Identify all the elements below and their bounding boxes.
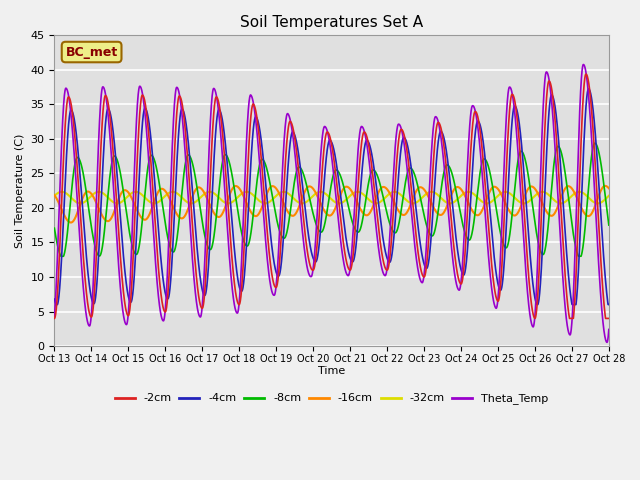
Y-axis label: Soil Temperature (C): Soil Temperature (C) <box>15 133 25 248</box>
Legend: -2cm, -4cm, -8cm, -16cm, -32cm, Theta_Temp: -2cm, -4cm, -8cm, -16cm, -32cm, Theta_Te… <box>110 389 553 409</box>
Text: BC_met: BC_met <box>65 46 118 59</box>
X-axis label: Time: Time <box>318 366 345 376</box>
Title: Soil Temperatures Set A: Soil Temperatures Set A <box>240 15 423 30</box>
